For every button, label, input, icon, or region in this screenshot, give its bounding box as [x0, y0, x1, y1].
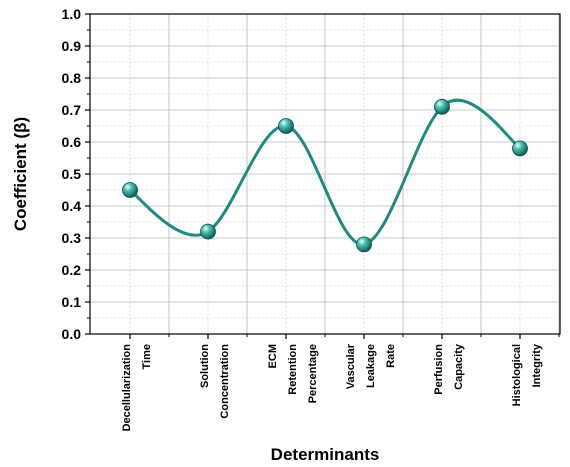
x-category-label: Perfusion — [433, 344, 445, 395]
x-category-label: Percentage — [307, 344, 319, 403]
y-tick-label: 0.6 — [62, 134, 82, 150]
x-axis-title: Determinants — [271, 445, 380, 464]
x-category-label: Solution — [199, 344, 211, 388]
data-point-marker — [122, 182, 138, 198]
x-category-label: Integrity — [531, 343, 543, 387]
y-tick-label: 1.0 — [62, 6, 82, 22]
y-tick-label: 0.2 — [62, 262, 82, 278]
markers — [122, 98, 528, 253]
data-point-marker — [278, 118, 294, 134]
x-category-label: Leakage — [365, 344, 377, 388]
data-point-marker — [512, 140, 528, 157]
x-axis: Decellularization Time Solution Concentrati… — [121, 334, 560, 432]
x-category-label: ECM — [267, 344, 279, 368]
y-tick-label: 0.0 — [62, 326, 82, 342]
x-category-label: Concentration — [219, 344, 231, 419]
x-category-label: Rate — [385, 344, 397, 368]
y-tick-label: 0.4 — [62, 198, 82, 214]
y-tick-label: 0.9 — [62, 38, 82, 54]
x-category-label: Vascular — [345, 343, 357, 389]
data-point-marker — [356, 236, 372, 253]
x-category-label: Time — [141, 344, 153, 369]
y-axis-title: Coefficient (β) — [11, 117, 30, 231]
y-tick-label: 0.3 — [62, 230, 82, 246]
y-tick-label: 0.8 — [62, 70, 82, 86]
y-tick-label: 0.1 — [62, 294, 82, 310]
data-point-marker — [434, 98, 450, 115]
y-tick-label: 0.7 — [62, 102, 82, 118]
y-axis: 0.0 0.1 0.2 0.3 0.4 0.5 0.6 0.7 0.8 0.9 1.0 — [62, 6, 90, 342]
x-category-label: Retention — [287, 344, 299, 395]
grid — [90, 14, 560, 334]
data-point-marker — [200, 223, 216, 240]
x-category-label: Histological — [511, 344, 523, 406]
x-category-label: Decellularization — [121, 344, 133, 432]
y-tick-label: 0.5 — [62, 166, 82, 182]
x-category-label: Capacity — [453, 343, 465, 390]
